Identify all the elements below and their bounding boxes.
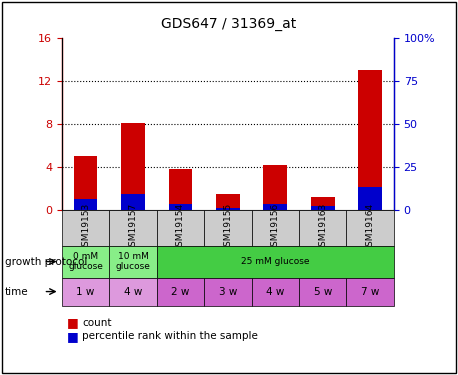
Text: ■: ■	[66, 330, 78, 343]
Bar	[251, 210, 299, 246]
Text: 4 w: 4 w	[266, 286, 284, 297]
Bar	[62, 278, 109, 306]
Bar	[346, 210, 394, 246]
Bar	[62, 210, 109, 246]
Bar	[109, 278, 157, 306]
Bar	[157, 246, 394, 278]
Bar	[204, 278, 251, 306]
Text: percentile rank within the sample: percentile rank within the sample	[82, 332, 258, 341]
Bar	[216, 208, 240, 210]
Text: time: time	[5, 286, 28, 297]
Text: ■: ■	[66, 316, 78, 329]
Bar	[109, 246, 157, 278]
Bar	[169, 169, 192, 210]
Bar	[216, 194, 240, 210]
Bar	[157, 278, 204, 306]
Text: GDS647 / 31369_at: GDS647 / 31369_at	[161, 17, 297, 31]
Bar	[62, 246, 109, 278]
Bar	[263, 204, 287, 210]
Bar	[74, 199, 98, 210]
Text: 7 w: 7 w	[361, 286, 379, 297]
Bar	[263, 165, 287, 210]
Text: 25 mM glucose: 25 mM glucose	[241, 257, 310, 266]
Text: GSM19156: GSM19156	[271, 203, 280, 252]
Bar	[121, 194, 145, 210]
Text: 3 w: 3 w	[218, 286, 237, 297]
Bar	[74, 156, 98, 210]
Text: count: count	[82, 318, 112, 327]
Text: GSM19164: GSM19164	[365, 203, 375, 252]
Text: 10 mM
glucose: 10 mM glucose	[115, 252, 150, 271]
Bar	[311, 197, 335, 210]
Text: growth protocol: growth protocol	[5, 256, 87, 267]
Text: GSM19157: GSM19157	[129, 203, 137, 252]
Text: 2 w: 2 w	[171, 286, 190, 297]
Bar	[299, 210, 346, 246]
Bar	[157, 210, 204, 246]
Bar	[358, 70, 382, 210]
Bar	[311, 206, 335, 210]
Text: GSM19154: GSM19154	[176, 203, 185, 252]
Bar	[358, 187, 382, 210]
Text: GSM19155: GSM19155	[224, 203, 232, 252]
Text: GSM19153: GSM19153	[81, 203, 90, 252]
Text: 0 mM
glucose: 0 mM glucose	[68, 252, 103, 271]
Bar	[299, 278, 346, 306]
Text: 4 w: 4 w	[124, 286, 142, 297]
Text: 5 w: 5 w	[314, 286, 332, 297]
Bar	[346, 278, 394, 306]
Bar	[251, 278, 299, 306]
Bar	[204, 210, 251, 246]
Bar	[109, 210, 157, 246]
Text: GSM19163: GSM19163	[318, 203, 327, 252]
Bar	[169, 204, 192, 210]
Bar	[121, 123, 145, 210]
Text: 1 w: 1 w	[76, 286, 95, 297]
